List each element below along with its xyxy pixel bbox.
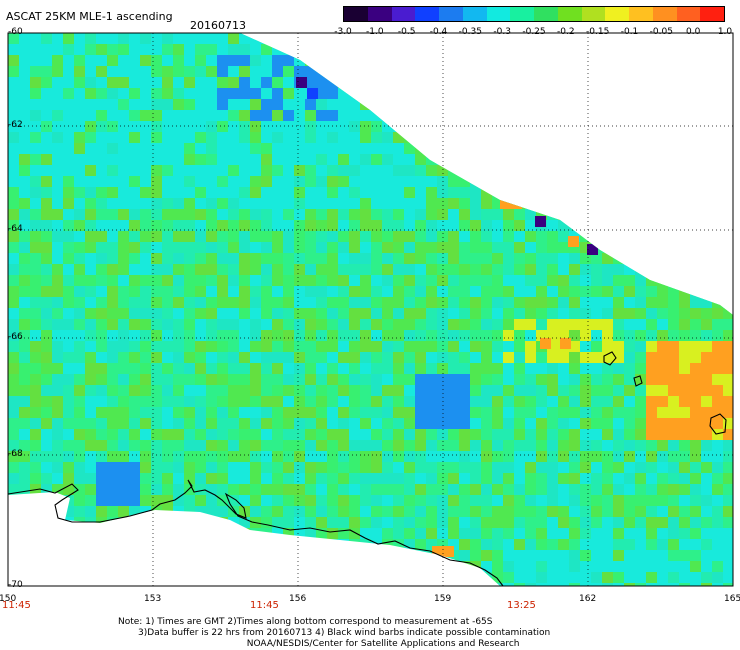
coastlines (7, 351, 727, 587)
colorbar-swatch (534, 7, 558, 21)
colorbar-label: -3.0 (334, 27, 352, 37)
latitude-tick-label: -64 (8, 224, 23, 234)
colorbar-swatch (605, 7, 629, 21)
colorbar-swatch (486, 7, 511, 21)
colorbar-swatch (510, 7, 534, 21)
colorbar-swatch (344, 7, 368, 21)
colorbar-label: -0.05 (649, 27, 673, 37)
colorbar-label: -0.3 (493, 27, 511, 37)
latitude-tick-label: -68 (8, 449, 23, 459)
time-label: 11:45 (2, 600, 31, 611)
time-label: 11:45 (250, 600, 279, 611)
colorbar-swatch (629, 7, 653, 21)
colorbar-label: -0.35 (458, 27, 482, 37)
longitude-tick-label: 165 (724, 594, 740, 604)
footnote: Note: 1) Times are GMT 2)Times along bot… (118, 617, 550, 650)
colorbar-swatch (581, 7, 606, 21)
time-label: 13:25 (507, 600, 536, 611)
colorbar-label: -0.5 (397, 27, 416, 37)
product-date: 20160713 (190, 19, 246, 32)
colorbar-label: -0.15 (586, 27, 610, 37)
colorbar-swatch (700, 7, 724, 21)
note-line-2: 3)Data buffer is 22 hrs from 20160713 4)… (138, 628, 551, 638)
colorbar-label: 1.0 (717, 27, 733, 37)
colorbar-swatch (367, 7, 392, 21)
note-line-1: Note: 1) Times are GMT 2)Times along bot… (118, 617, 493, 627)
longitude-tick-label: 156 (289, 594, 307, 604)
graticule (8, 33, 733, 586)
colorbar-swatch (415, 7, 439, 21)
colorbar-swatch (652, 7, 677, 21)
land-areas (8, 492, 500, 586)
longitude-tick-label: 150 (0, 594, 17, 604)
colorbar-label: -0.2 (557, 27, 575, 37)
wind-field (8, 33, 733, 586)
longitude-tick-label: 153 (144, 594, 162, 604)
latitude-tick-label: -70 (8, 580, 23, 590)
colorbar-swatch (391, 7, 416, 21)
latitude-tick-label: -60 (8, 27, 23, 37)
colorbar-swatch (462, 7, 487, 21)
colorbar-swatch (439, 7, 463, 21)
latitude-tick-label: -66 (8, 332, 23, 342)
colorbar-swatch (557, 7, 582, 21)
colorbar-label: -0.1 (620, 27, 639, 37)
map-frame (7, 32, 734, 587)
colorbar-labels: -3.0 -1.0 -0.5 -0.4 -0.35 -0.3 -0.25 -0.2 -0.15-… (330, 27, 733, 39)
colorbar-swatch (676, 7, 701, 21)
colorbar (343, 6, 725, 22)
colorbar-label: -1.0 (366, 27, 384, 37)
longitude-tick-label: 159 (434, 594, 452, 604)
product-title: ASCAT 25KM MLE-1 ascending (6, 10, 173, 23)
colorbar-label: -0.25 (522, 27, 546, 37)
note-line-3: NOAA/NESDIS/Center for Satellite Applica… (246, 639, 520, 649)
longitude-tick-label: 162 (579, 594, 597, 604)
latitude-tick-label: -62 (8, 120, 23, 130)
colorbar-label: 0.0 (685, 27, 701, 37)
colorbar-label: -0.4 (429, 27, 448, 37)
